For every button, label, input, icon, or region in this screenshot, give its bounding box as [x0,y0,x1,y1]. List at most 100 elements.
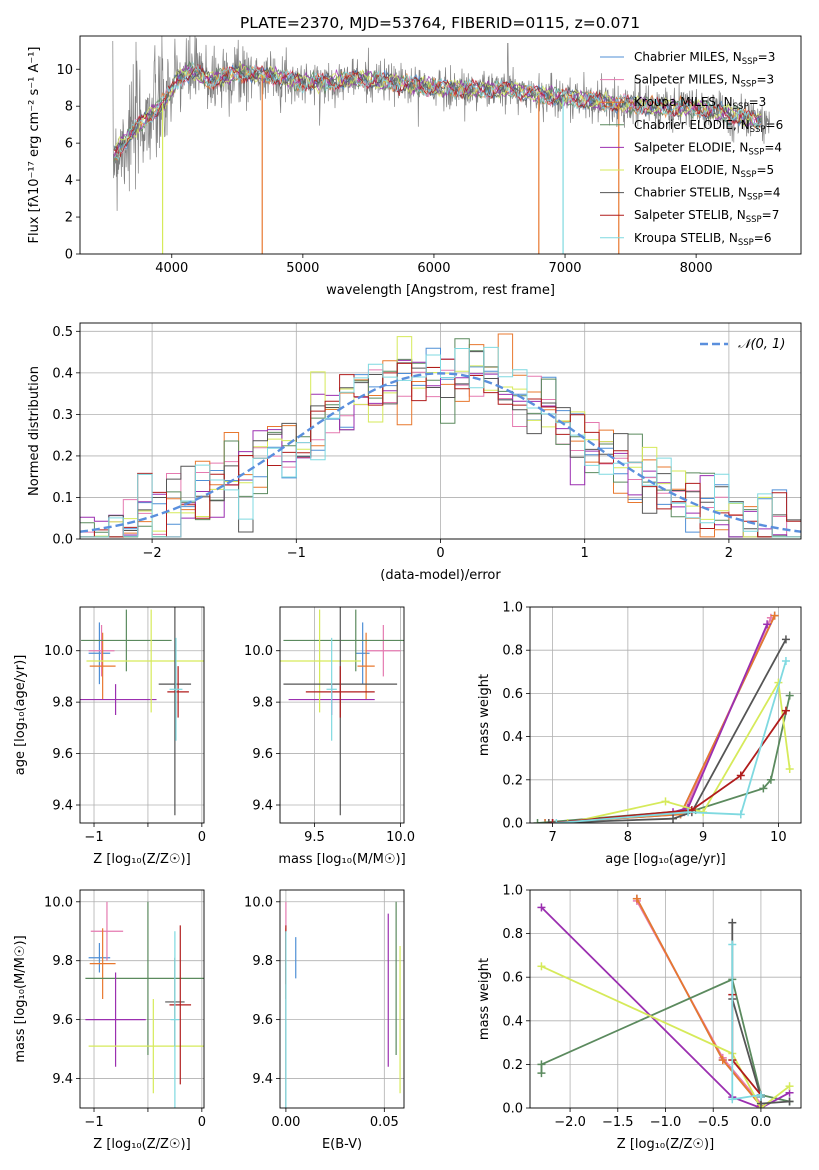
x-tick-label: −1.5 [602,1115,634,1130]
x-axis-label: age [log₁₀(age/yr)] [605,852,726,867]
x-tick-label: 8000 [680,261,713,276]
legend-label-value: =4 [764,140,782,154]
mass-Z-frame [79,889,205,1109]
weight-Z-frame [529,889,802,1109]
legend-label: Chabrier STELIB, NSSP=4 [634,186,781,203]
x-axis-label: mass [log₁₀(M/M☉)] [278,852,405,867]
y-tick-label: 10 [56,63,73,78]
weight-series-line [545,615,776,823]
model-spectrum-line [113,64,762,157]
legend-label-value: =7 [762,208,780,222]
legend-label-text: Kroupa STELIB, N [634,231,738,245]
y-tick-label: 0.4 [52,366,73,381]
x-tick-label: 9 [699,830,707,845]
y-tick-label: 0.0 [52,533,73,548]
y-tick-label: 9.4 [52,799,73,814]
weight-series-line [548,617,772,823]
legend-label-text: Chabrier MILES, N [634,50,742,64]
legend-label-subscript: SSP [747,193,763,203]
legend-label: Kroupa STELIB, NSSP=6 [634,231,772,248]
legend-label: Kroupa ELODIE, NSSP=5 [634,163,774,180]
y-axis-label: mass weight [477,674,492,756]
weight-series-line [540,906,790,1108]
x-tick-label: 6000 [417,261,450,276]
residuals-axes: −2 −1 0 1 2 0.0 0.1 0.2 0.3 0.4 0.5 (data-model)/er… [27,322,802,583]
spectrum-axes: 4000 5000 6000 7000 8000 0 2 4 6 8 10 wavelength [A… [27,35,802,298]
age-Z-frame [79,606,205,824]
y-tick-label: 9.8 [52,954,73,969]
legend-label-text: Kroupa ELODIE, N [634,163,741,177]
legend-label: Chabrier MILES, NSSP=3 [634,50,775,67]
x-axis-label: E(B-V) [322,1137,362,1152]
age-mass-axes: 9.5 10.0 9.4 9.6 9.8 10.0 mass [log₁₀(M/M☉)] [244,606,415,867]
legend-label-value: =6 [754,231,772,245]
x-tick-label: 0 [436,546,444,561]
legend-label-text: Chabrier ELODIE, N [634,118,750,132]
age-mass-plot-area [280,607,404,816]
legend-label: Salpeter ELODIE, NSSP=4 [634,140,782,157]
y-tick-label: 4 [65,174,73,189]
y-axis-label: mass weight [477,958,492,1040]
legend-label-subscript: SSP [733,102,749,112]
y-tick-label: 9.6 [252,1013,273,1028]
model-spectrum-line [113,63,762,151]
y-tick-label: 0.1 [52,491,73,506]
legend-label-text: Salpeter ELODIE, N [634,140,748,154]
legend-normal-label: 𝒩(0, 1) [738,337,785,352]
x-tick-label: 0 [198,1115,206,1130]
x-tick-label: 10 [770,830,787,845]
weight-series-line [552,623,768,823]
y-tick-label: 9.8 [252,954,273,969]
legend-label-subscript: SSP [738,238,754,248]
mass-ebv-plot-area [285,901,401,1108]
x-axis-label: wavelength [Angstrom, rest frame] [326,283,555,298]
mass-Z-axes: −1 0 9.4 9.6 9.8 10.0 Z [log₁₀(Z/Z☉)] mass [log… [13,889,206,1152]
y-tick-label: 9.4 [252,799,273,814]
y-axis-label: Normed distribution [27,366,42,496]
y-tick-label: 0.0 [502,1102,523,1117]
age-Z-axes: −1 0 9.4 9.6 9.8 10.0 Z [log₁₀(Z/Z☉)] age [log₁… [13,606,206,867]
legend-label-subscript: SSP [746,215,762,225]
x-tick-label: 0 [198,830,206,845]
y-axis-label: Flux [fλ10⁻¹⁷ erg cm⁻² s⁻¹ A⁻¹] [27,47,42,244]
x-tick-label: 0.00 [271,1115,300,1130]
legend-label-value: =3 [758,50,776,64]
model-spectrum-line [113,61,762,161]
x-axis-label: Z [log₁₀(Z/Z☉)] [617,1137,714,1152]
weight-Z-axes: −2.0 −1.5 −1.0 −0.5 0.0 0.0 0.2 0.4 0.6 0.8 1.0 Z [… [477,884,802,1152]
y-tick-label: 0.0 [502,817,523,832]
y-tick-label: 0.6 [502,687,523,702]
age-Z-plot-area [80,607,204,816]
legend-label-value: =4 [763,186,781,200]
x-tick-label: 4000 [155,261,188,276]
weight-series-line [548,638,787,823]
y-tick-label: 0.5 [52,325,73,340]
x-tick-label: −1 [287,546,306,561]
residuals-frame [79,322,802,540]
mass-ebv-frame [279,889,405,1109]
x-axis-label: (data-model)/error [380,568,501,583]
x-tick-label: 7 [548,830,556,845]
weight-series-line [545,615,776,823]
weight-age-axes: 7 8 9 10 0.0 0.2 0.4 0.6 0.8 1.0 age [log₁₀(age/yr… [477,601,802,867]
weight-series-line [541,965,791,1108]
legend-label-subscript: SSP [742,57,758,67]
y-tick-label: 9.4 [52,1072,73,1087]
x-tick-label: −1.0 [650,1115,682,1130]
y-tick-label: 0.2 [52,449,73,464]
x-tick-label: 0.0 [751,1115,772,1130]
y-tick-label: 10.0 [44,644,73,659]
age-mass-frame [279,606,405,824]
legend-label-subscript: SSP [741,80,757,90]
legend-label: Kroupa MILES, NSSP=3 [634,95,766,112]
legend-label-value: =3 [749,95,767,109]
legend-label-value: =3 [756,73,774,87]
legend-label-text: Kroupa MILES, N [634,95,733,109]
y-tick-label: 1.0 [502,601,523,616]
histogram-step-line [80,338,801,539]
x-tick-label: 0.05 [370,1115,399,1130]
y-tick-label: 0.8 [502,644,523,659]
weight-age-frame [529,606,802,824]
legend-label: Salpeter MILES, NSSP=3 [634,73,774,90]
x-tick-label: −1 [84,1115,103,1130]
